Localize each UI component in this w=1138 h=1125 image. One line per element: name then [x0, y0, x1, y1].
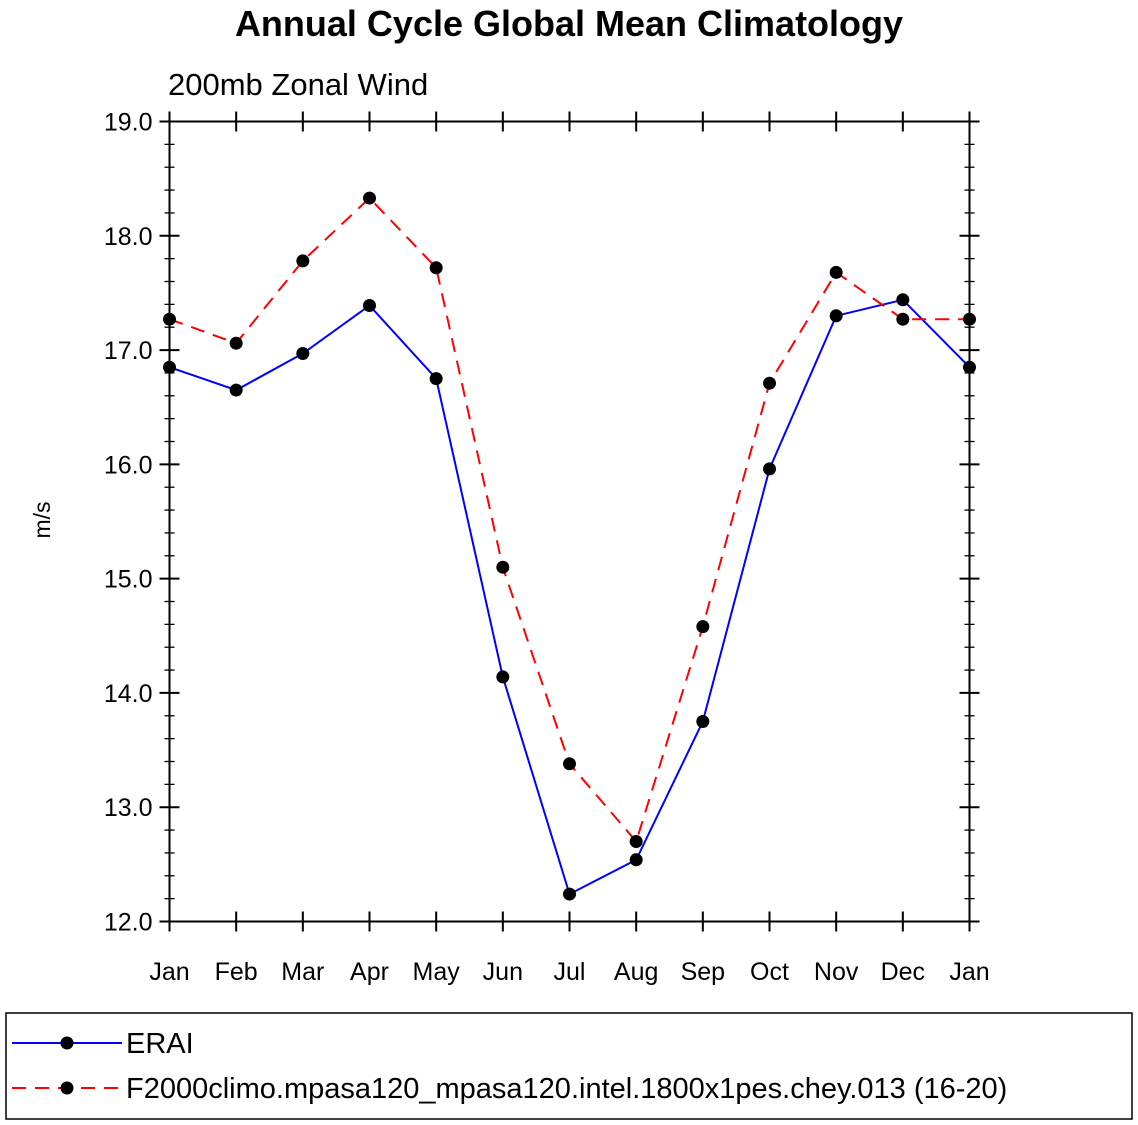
- axis-ticks: [159, 111, 980, 932]
- x-tick-label: May: [413, 958, 461, 986]
- x-tick-label: Jul: [554, 958, 586, 986]
- legend-marker-2: [60, 1081, 74, 1095]
- x-tick-labels: Jan Feb Mar Apr May Jun Jul Aug Sep Oct Nov Dec Jan: [149, 958, 989, 986]
- legend-box: [5, 1012, 1133, 1120]
- data-point-series-1: [229, 383, 243, 397]
- chart-title: Annual Cycle Global Mean Climatology: [235, 3, 903, 44]
- data-point-series-1: [763, 462, 776, 476]
- y-tick-label: 17.0: [104, 337, 153, 365]
- legend-label-2: F2000climo.mpasa120_mpasa120.intel.1800x…: [126, 1073, 1007, 1105]
- data-point-series-1: [563, 887, 576, 901]
- data-point-series-2: [363, 191, 376, 205]
- y-tick-labels: 12.0 13.0 14.0 15.0 16.0 17.0 18.0 19.0: [104, 109, 153, 937]
- x-tick-label: Oct: [750, 958, 789, 986]
- data-point-series-2: [896, 312, 910, 326]
- legend-label-1: ERAI: [126, 1028, 194, 1060]
- data-point-series-1: [496, 670, 510, 684]
- data-point-series-1: [896, 293, 910, 307]
- data-point-series-2: [229, 336, 243, 350]
- y-tick-label: 12.0: [104, 909, 153, 937]
- data-point-series-1: [829, 309, 843, 323]
- data-point-series-1: [429, 372, 443, 386]
- x-tick-label: Jan: [949, 958, 989, 986]
- x-tick-label: Jan: [149, 958, 189, 986]
- y-tick-label: 18.0: [104, 223, 153, 251]
- y-tick-label: 15.0: [104, 566, 153, 594]
- legend-marker-1: [60, 1036, 74, 1050]
- data-point-series-1: [629, 853, 643, 867]
- data-point-series-2: [629, 835, 643, 848]
- x-tick-label: Feb: [215, 958, 258, 986]
- data-point-series-2: [763, 376, 776, 390]
- x-tick-label: Nov: [814, 958, 859, 986]
- y-axis-label: m/s: [29, 501, 55, 538]
- x-tick-label: Apr: [350, 958, 389, 986]
- data-point-series-2: [429, 261, 443, 275]
- series-line-1: [169, 298, 971, 896]
- data-point-series-2: [696, 620, 710, 634]
- data-point-series-1: [696, 715, 710, 728]
- x-tick-label: Aug: [614, 958, 658, 986]
- data-point-series-1: [363, 299, 376, 312]
- data-point-series-2: [496, 560, 510, 574]
- legend: ERAI F2000climo.mpasa120_mpasa120.intel.1…: [5, 1012, 1133, 1120]
- x-tick-label: Jun: [483, 958, 523, 986]
- y-tick-label: 16.0: [104, 451, 153, 479]
- data-point-series-2: [829, 265, 843, 279]
- plot-frame: [168, 120, 971, 923]
- y-tick-label: 14.0: [104, 680, 153, 708]
- y-tick-label: 13.0: [104, 794, 153, 822]
- data-point-series-2: [563, 757, 576, 771]
- x-tick-label: Dec: [881, 958, 925, 986]
- x-tick-label: Sep: [681, 958, 725, 986]
- y-tick-label: 19.0: [104, 109, 153, 137]
- series-layer: [163, 191, 976, 901]
- legend-items: ERAI F2000climo.mpasa120_mpasa120.intel.1…: [12, 1028, 1007, 1105]
- x-tick-label: Mar: [281, 958, 324, 986]
- data-point-series-1: [296, 347, 310, 360]
- series-line-2: [169, 196, 970, 844]
- chart-subtitle: 200mb Zonal Wind: [168, 67, 428, 102]
- data-point-series-2: [296, 254, 310, 268]
